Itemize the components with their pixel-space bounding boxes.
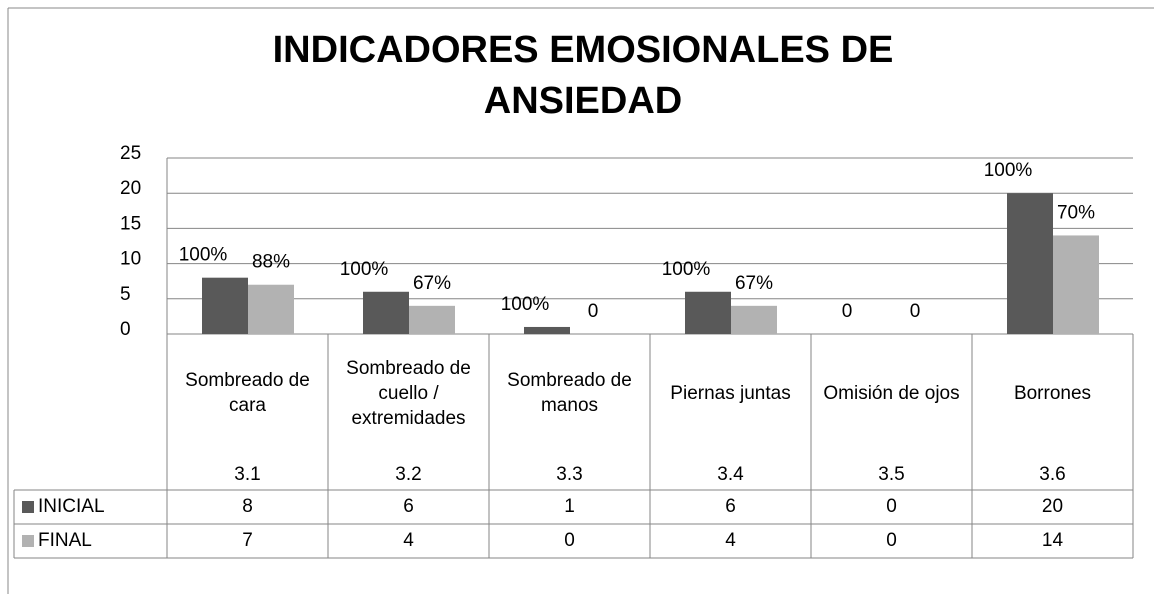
x-tick-sublabel: 3.3 <box>556 464 582 485</box>
table-value: 8 <box>242 496 253 517</box>
legend-label: INICIAL <box>38 496 105 517</box>
chart-title: ANSIEDAD <box>484 80 682 122</box>
x-tick-sublabel: 3.5 <box>878 464 904 485</box>
table-value: 0 <box>564 530 575 551</box>
data-label: 0 <box>588 301 599 322</box>
data-label: 0 <box>910 301 921 322</box>
data-label: 0 <box>842 301 853 322</box>
y-tick-label: 10 <box>120 249 141 270</box>
bar <box>363 291 409 334</box>
bar <box>202 277 248 334</box>
data-label: 100% <box>501 294 550 315</box>
table-value: 6 <box>725 496 736 517</box>
table-value: 7 <box>242 530 253 551</box>
data-label: 67% <box>735 273 773 294</box>
data-label: 100% <box>340 259 389 280</box>
data-label: 70% <box>1057 202 1095 223</box>
x-tick-label: Piernas juntas <box>670 382 791 404</box>
bar <box>685 291 731 334</box>
data-label: 88% <box>252 252 290 273</box>
y-tick-label: 0 <box>120 319 131 340</box>
data-label: 67% <box>413 273 451 294</box>
legend-swatch <box>22 501 34 513</box>
data-label: 100% <box>984 160 1033 181</box>
x-tick-label: Borrones <box>1013 382 1092 404</box>
bar <box>1053 235 1099 334</box>
y-tick-label: 5 <box>120 284 131 305</box>
x-tick-label: Sombreado de manos <box>507 370 632 416</box>
y-tick-label: 20 <box>120 178 141 199</box>
table-value: 20 <box>1042 496 1063 517</box>
y-tick-label: 25 <box>120 143 141 164</box>
x-tick-sublabel: 3.2 <box>395 464 421 485</box>
data-label: 100% <box>662 259 711 280</box>
x-tick-label: Sombreado de cara <box>185 370 310 416</box>
bar <box>524 326 570 334</box>
legend-label: FINAL <box>38 530 92 551</box>
data-label: 100% <box>179 245 228 266</box>
x-tick-label: Omisión de ojos <box>823 382 960 404</box>
table-value: 0 <box>886 496 897 517</box>
x-tick-label: Sombreado de cuello / extremidades <box>346 357 471 429</box>
x-tick-sublabel: 3.4 <box>717 464 744 485</box>
legend-swatch <box>22 535 34 547</box>
bar <box>248 284 294 334</box>
table-value: 14 <box>1042 530 1064 551</box>
x-tick-sublabel: 3.1 <box>234 464 260 485</box>
table-value: 6 <box>403 496 414 517</box>
bar <box>731 305 777 334</box>
table-value: 0 <box>886 530 897 551</box>
x-tick-sublabel: 3.6 <box>1039 464 1065 485</box>
table-value: 4 <box>725 530 736 551</box>
bar <box>409 305 455 334</box>
table-value: 4 <box>403 530 414 551</box>
table-value: 1 <box>564 496 575 517</box>
y-tick-label: 15 <box>120 213 141 234</box>
bar <box>1007 193 1053 334</box>
chart-title: INDICADORES EMOSIONALES DE <box>273 29 894 71</box>
